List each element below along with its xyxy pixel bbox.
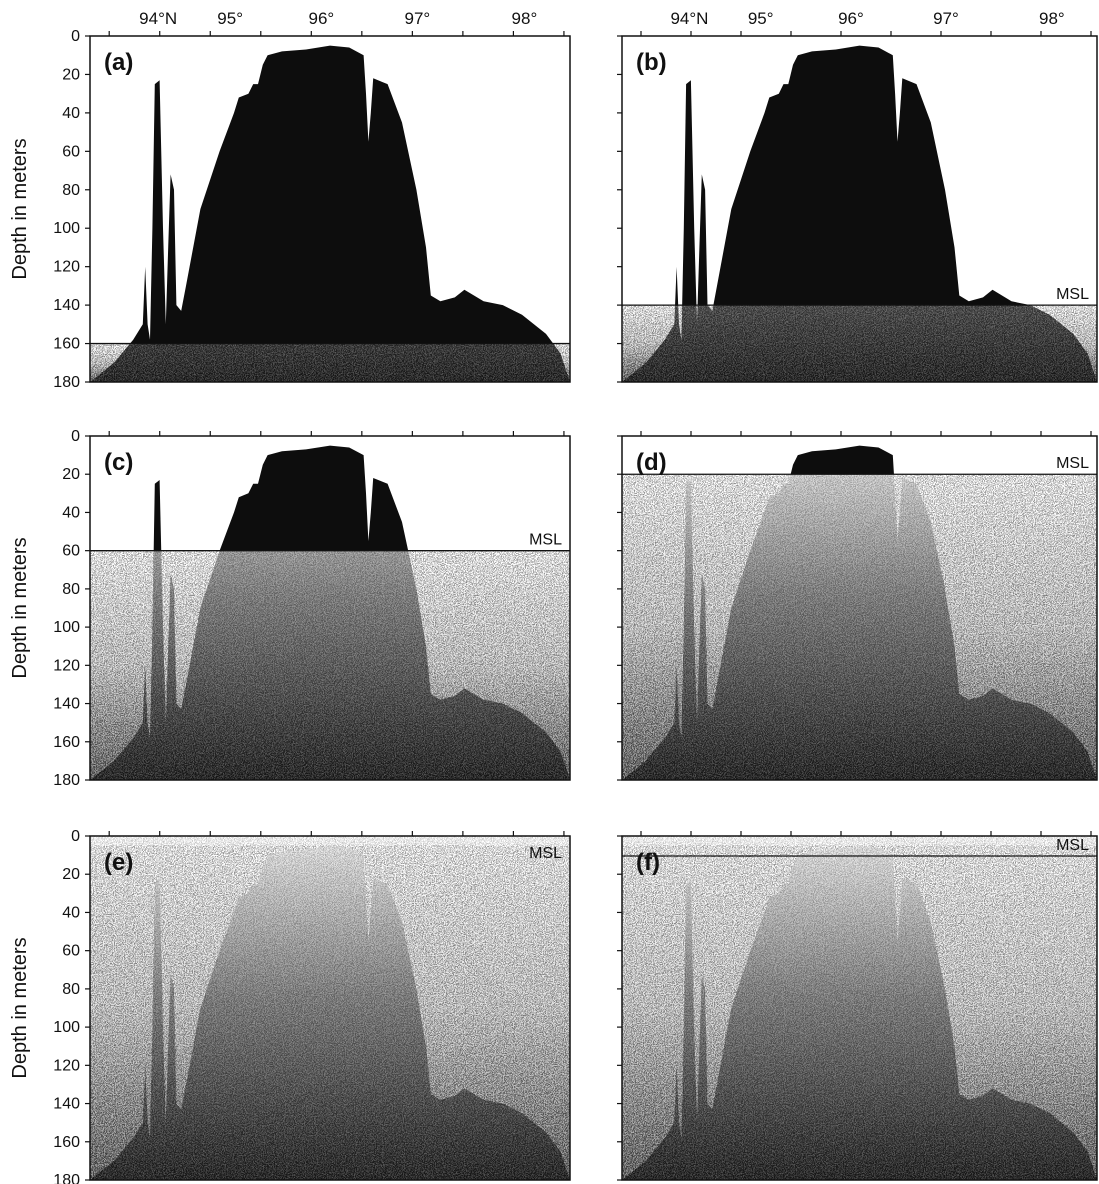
y-tick-label: 20	[62, 466, 80, 483]
submerged-terrain-grain	[90, 550, 570, 780]
submerged-terrain-grain	[622, 845, 1097, 1180]
y-tick-label: 120	[53, 1057, 80, 1074]
y-tick-label: 120	[53, 259, 80, 276]
panel-e: MSL 0 20 40 60 80 100 120 140 160 180 (e) Depth in m…	[9, 828, 571, 1184]
y-tick-label: 0	[71, 828, 80, 845]
panel-f: MSL (f)	[617, 831, 1098, 1181]
y-tick-label: 80	[62, 581, 80, 598]
panel-frame	[89, 835, 571, 1181]
panel-c: MSL 0 20 40 60 80 100 120 140 160 180 (c) Depth in m…	[9, 428, 571, 789]
y-tick-label: 0	[71, 428, 80, 445]
y-tick-label: 20	[62, 66, 80, 83]
exposed-land	[153, 445, 409, 551]
panel-label: (c)	[104, 449, 133, 476]
panel-label: (f)	[636, 849, 660, 876]
submerged-terrain-grain	[622, 474, 1097, 780]
y-tick-label: 100	[53, 1019, 80, 1036]
panel-frame	[621, 835, 1098, 1181]
y-tick-label: 40	[62, 504, 80, 521]
lon-tick-label: 97°	[933, 9, 959, 28]
lon-tick-label: 96°	[309, 9, 335, 28]
y-tick-label: 60	[62, 143, 80, 160]
y-axis-title: Depth in meters	[9, 537, 31, 678]
y-tick-label: 60	[62, 543, 80, 560]
panel-frame	[89, 435, 571, 781]
msl-label: MSL	[1056, 455, 1089, 472]
exposed-land	[675, 45, 1031, 306]
lon-tick-label: 95°	[217, 9, 243, 28]
y-tick-label: 140	[53, 1096, 80, 1113]
y-tick-label: 60	[62, 943, 80, 960]
msl-label: MSL	[529, 845, 562, 862]
lon-tick-label: 94°N	[139, 9, 177, 28]
lon-tick-label: 98°	[512, 9, 538, 28]
y-tick-label: 140	[53, 696, 80, 713]
y-tick-label: 80	[62, 182, 80, 199]
panel-frame	[621, 435, 1098, 781]
y-tick-label: 160	[53, 336, 80, 353]
y-tick-label: 20	[62, 866, 80, 883]
submerged-terrain-grain	[90, 845, 570, 1180]
panel-label: (a)	[104, 49, 133, 76]
y-tick-label: 100	[53, 220, 80, 237]
panel-label: (d)	[636, 449, 667, 476]
lon-tick-label: 94°N	[670, 9, 708, 28]
msl-label: MSL	[1056, 286, 1089, 303]
exposed-land	[790, 445, 894, 475]
y-tick-label: 120	[53, 657, 80, 674]
msl-label: MSL	[1056, 837, 1089, 854]
panel-label: (e)	[104, 849, 133, 876]
y-tick-label: 160	[53, 734, 80, 751]
lon-tick-label: 95°	[748, 9, 774, 28]
y-tick-label: 0	[71, 28, 80, 45]
y-tick-label: 100	[53, 619, 80, 636]
panel-d: MSL (d)	[617, 431, 1098, 781]
y-tick-label: 160	[53, 1134, 80, 1151]
panel-label: (b)	[636, 49, 667, 76]
y-axis-title: Depth in meters	[9, 937, 31, 1078]
y-tick-label: 80	[62, 981, 80, 998]
submerged-terrain-grain	[90, 343, 570, 382]
lon-tick-label: 98°	[1039, 9, 1065, 28]
lon-tick-label: 97°	[405, 9, 431, 28]
y-tick-label: 180	[53, 374, 80, 391]
y-tick-label: 40	[62, 105, 80, 122]
submerged-terrain-grain	[622, 305, 1097, 382]
panel-b: MSL 94°N 95° 96° 97° 98° (b)	[617, 9, 1098, 383]
panels-root: 0 20 40 60 80 100 120 140 160 180 94°N 95° 96° 97° 98°…	[9, 9, 1098, 1184]
exposed-land	[129, 45, 554, 344]
y-axis-title: Depth in meters	[9, 138, 31, 279]
msl-label: MSL	[529, 532, 562, 549]
y-tick-label: 140	[53, 297, 80, 314]
y-tick-label: 180	[53, 772, 80, 789]
y-tick-label: 180	[53, 1172, 80, 1184]
panel-frame	[89, 35, 571, 383]
lon-tick-label: 96°	[838, 9, 864, 28]
y-tick-label: 40	[62, 904, 80, 921]
panel-a: 0 20 40 60 80 100 120 140 160 180 94°N 95° 96° 97° 98°…	[9, 9, 571, 391]
panel-frame	[621, 35, 1098, 383]
